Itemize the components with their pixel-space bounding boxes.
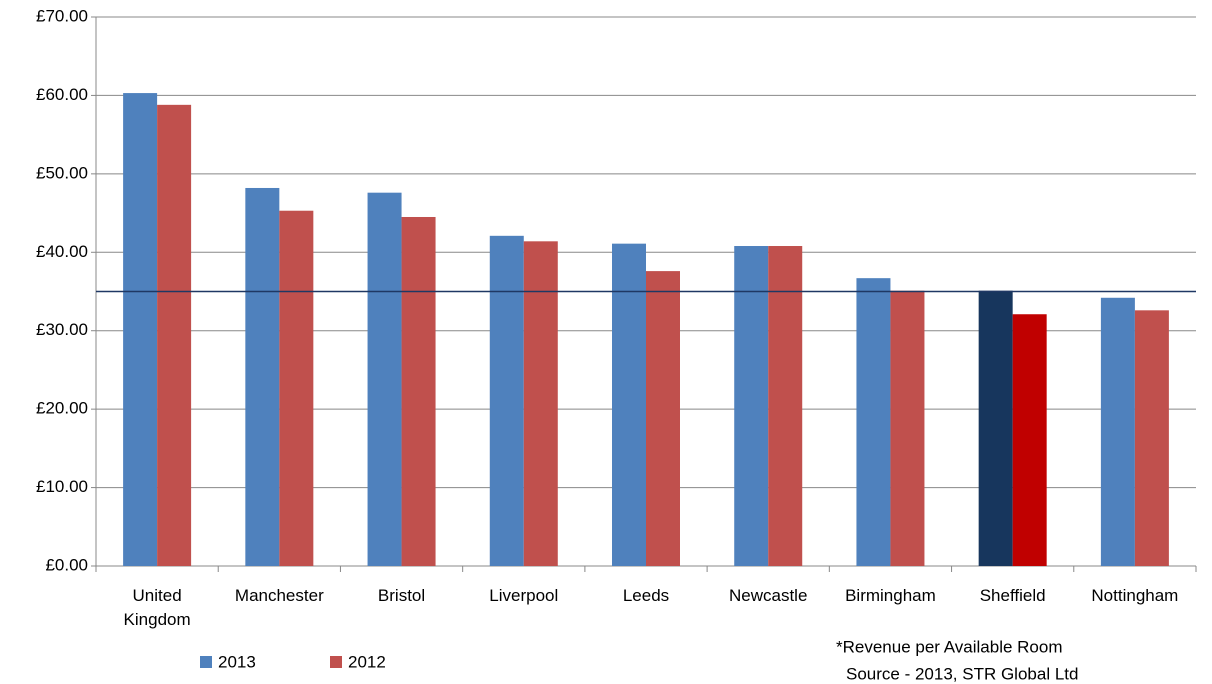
bar: [768, 246, 803, 567]
bar: [1134, 310, 1169, 566]
y-tick-label: £30.00: [36, 320, 88, 339]
y-tick-label: £20.00: [36, 399, 88, 418]
annotation: *Revenue per Available Room: [836, 637, 1063, 656]
x-tick-label: Bristol: [377, 586, 426, 605]
x-tick-label: Liverpool: [489, 586, 559, 605]
bar: [401, 216, 436, 566]
x-tick-label: Newcastle: [729, 586, 808, 605]
legend-swatch: [330, 656, 342, 668]
bar: [978, 290, 1013, 566]
x-tick-label: United Kingdom: [123, 586, 191, 629]
x-tick-label: Leeds: [622, 586, 670, 605]
annotation: Source - 2013, STR Global Ltd: [846, 664, 1078, 683]
y-tick-label: £10.00: [36, 477, 88, 496]
y-tick-label: £0.00: [45, 555, 88, 574]
bar: [157, 104, 192, 566]
bar: [612, 243, 646, 566]
y-tick-label: £40.00: [36, 242, 88, 261]
legend-label: 2012: [348, 652, 386, 671]
bar: [123, 93, 158, 566]
bar: [1100, 297, 1135, 566]
bar: [367, 192, 402, 566]
bar: [646, 271, 680, 566]
bar: [279, 210, 314, 566]
x-tick-label: Sheffield: [979, 586, 1046, 605]
bar: [489, 235, 524, 566]
bar: [245, 187, 280, 566]
x-tick-label: Nottingham: [1091, 586, 1179, 605]
y-tick-label: £70.00: [36, 6, 88, 25]
bar: [856, 278, 891, 566]
bar: [890, 290, 925, 566]
y-tick-label: £60.00: [36, 85, 88, 104]
bar: [1012, 314, 1047, 566]
legend-swatch: [200, 656, 212, 668]
bar: [734, 246, 769, 567]
bar: [523, 241, 558, 566]
legend-label: 2013: [218, 652, 256, 671]
y-tick-label: £50.00: [36, 163, 88, 182]
x-tick-label: Birmingham: [845, 586, 936, 605]
x-tick-label: Manchester: [234, 586, 324, 605]
